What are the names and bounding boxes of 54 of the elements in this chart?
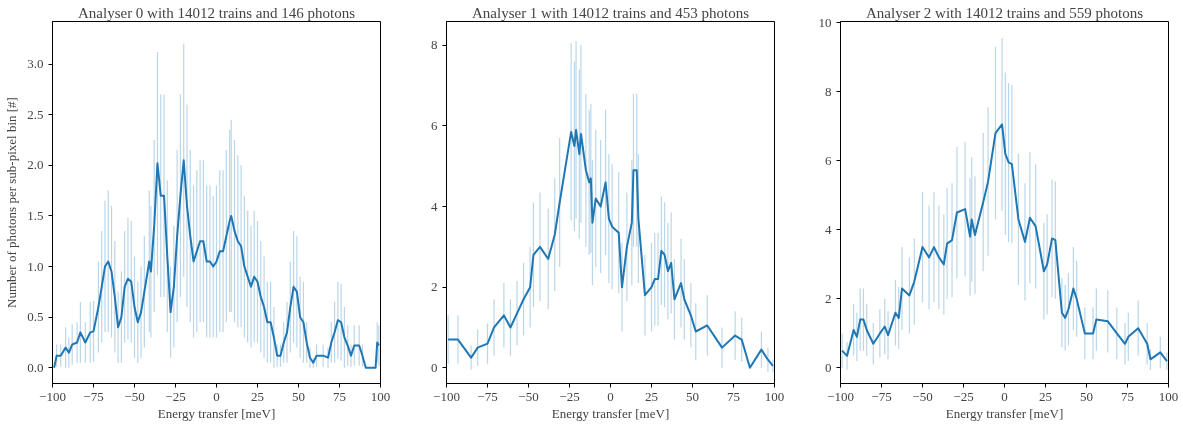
y-tick-label: 1.5 [27,207,44,223]
x-tick-label: 100 [764,388,785,404]
y-axis-title: Number of photons per sub-pixel bin [#] [4,97,20,308]
x-axis-title: Energy transfer [meV] [157,405,276,421]
x-tick-label: 25 [251,388,264,404]
x-tick-label: 0 [607,388,614,404]
x-tick-label: −75 [83,388,104,404]
x-tick-label: −75 [871,388,892,404]
y-tick-label: 4 [825,221,832,237]
x-tick-label: −50 [124,388,145,404]
line-series [841,123,1168,363]
x-tick-label: 100 [370,388,391,404]
y-tick-label: 10 [818,14,832,30]
x-tick-label: −50 [518,388,539,404]
chart-title: Analyser 1 with 14012 trains and 453 photons [471,4,750,21]
y-tick-label: 2.5 [27,106,44,122]
x-tick-label: 50 [292,388,305,404]
x-tick-label: 50 [686,388,699,404]
x-tick-label: 75 [333,388,346,404]
x-tick-label: 75 [1121,388,1134,404]
x-tick-label: −100 [433,388,460,404]
x-tick-label: −25 [953,388,974,404]
x-tick-label: 0 [213,388,220,404]
y-tick-label: 8 [431,37,438,53]
x-tick-label: 25 [645,388,658,404]
x-tick-label: −100 [39,388,66,404]
y-tick-label: 0 [825,359,832,375]
x-tick-label: −25 [165,388,186,404]
y-tick-label: 0.5 [27,309,44,325]
y-tick-label: 1.0 [27,258,44,274]
x-tick-label: 50 [1080,388,1093,404]
chart-title: Analyser 2 with 14012 trains and 559 photons [865,4,1144,21]
y-tick-label: 4 [431,198,438,214]
x-tick-label: 100 [1158,388,1179,404]
y-tick-label: 6 [825,152,832,168]
y-tick-label: 6 [431,117,438,133]
y-tick-label: 2 [825,290,832,306]
y-tick-label: 2.0 [27,157,44,173]
x-tick-label: 75 [727,388,740,404]
x-tick-label: −50 [912,388,933,404]
chart-title: Analyser 0 with 14012 trains and 146 photons [77,4,356,21]
x-tick-label: 0 [1001,388,1008,404]
x-axis-title: Energy transfer [meV] [945,405,1064,421]
x-tick-label: −75 [477,388,498,404]
y-tick-label: 0 [431,359,438,375]
y-tick-label: 2 [431,279,438,295]
y-tick-label: 0.0 [27,359,44,375]
x-tick-label: −25 [559,388,580,404]
y-tick-label: 8 [825,83,832,99]
x-tick-label: 25 [1039,388,1052,404]
line-series [447,128,774,369]
x-tick-label: −100 [827,388,854,404]
x-axis-title: Energy transfer [meV] [551,405,670,421]
y-tick-label: 3.0 [27,56,44,72]
